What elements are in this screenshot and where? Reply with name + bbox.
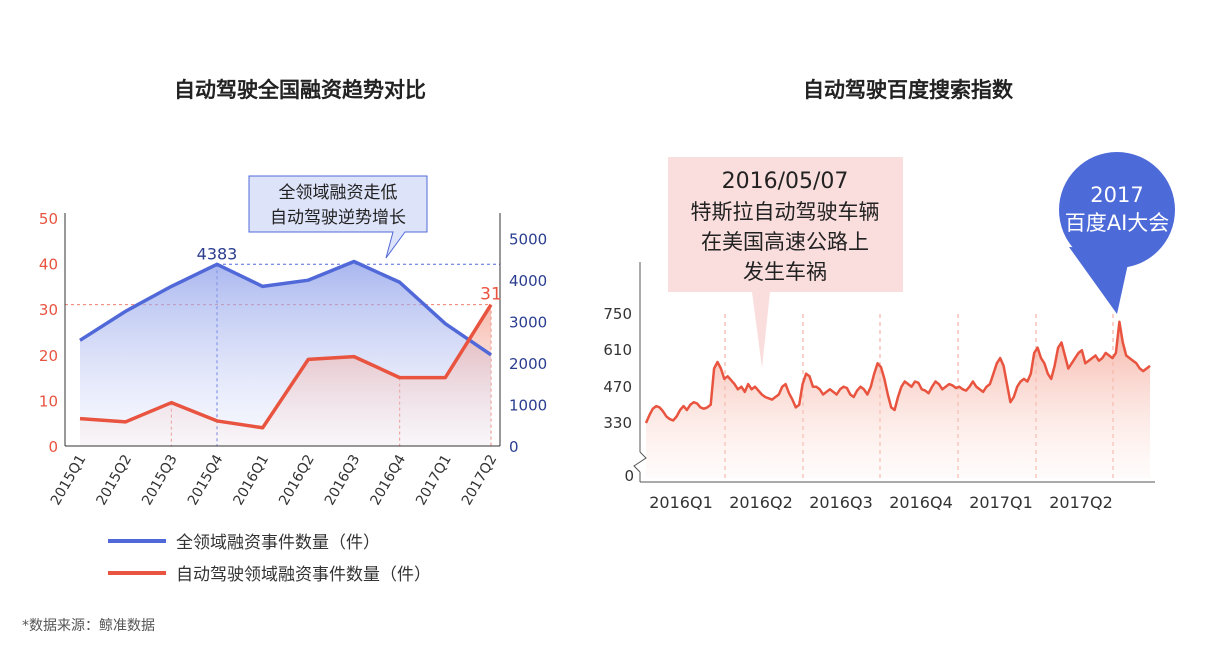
- right-y-tick-label: 4000: [509, 272, 547, 290]
- axis-break-mark: [633, 451, 647, 473]
- right-x-tick-label: 2016Q1: [649, 493, 713, 512]
- right-annotation-line-1: 特斯拉自动驾驶车辆: [691, 200, 880, 224]
- left-chart-lines: [79, 259, 493, 430]
- right-y-tick-label: 750: [603, 305, 632, 323]
- data-source-note: *数据来源：鲸准数据: [22, 618, 155, 634]
- bubble-line-2: 百度AI大会: [1065, 211, 1170, 235]
- right-y-tick-label: 470: [603, 378, 632, 396]
- x-tick-label: 2016Q1: [230, 452, 272, 508]
- left-y-tick-label: 20: [39, 347, 58, 365]
- left-y-tick-label: 40: [39, 256, 58, 274]
- right-x-tick-label: 2016Q4: [889, 493, 953, 512]
- right-chart-area: [644, 320, 1151, 478]
- x-tick-label: 2016Q2: [276, 452, 318, 508]
- x-tick-label: 2015Q1: [48, 452, 90, 508]
- right-x-tick-label: 2016Q3: [809, 493, 873, 512]
- left-chart-areas: [80, 261, 491, 446]
- left-y-tick-label: 10: [39, 392, 58, 410]
- blue-series-line: [79, 259, 492, 357]
- left-annotation-line-1: 全领域融资走低: [279, 183, 398, 203]
- x-tick-label: 2016Q4: [367, 452, 409, 508]
- right-x-tick-label: 2017Q1: [969, 493, 1033, 512]
- left-y-tick-label: 30: [39, 301, 58, 319]
- red-series-line: [79, 303, 493, 430]
- right-annotation-callout: 2016/05/07 特斯拉自动驾驶车辆 在美国高速公路上 发生车祸: [668, 157, 903, 368]
- legend-label-red: 自动驾驶领域融资事件数量（件）: [176, 565, 431, 585]
- right-y-tick-label: 0: [509, 438, 519, 456]
- right-y-tick-label: 0: [624, 467, 634, 485]
- x-tick-label: 2015Q4: [185, 452, 227, 508]
- blue-peak-label: 4383: [197, 244, 238, 263]
- left-y-tick-label: 50: [39, 210, 58, 228]
- x-tick-label: 2017Q1: [413, 452, 455, 508]
- right-y-tick-label: 1000: [509, 397, 547, 415]
- search-index-line: [644, 320, 1151, 424]
- left-chart-title: 自动驾驶全国融资趋势对比: [174, 78, 426, 102]
- x-tick-label: 2015Q3: [139, 452, 181, 508]
- left-annotation-callout: 全领域融资走低 自动驾驶逆势增长: [248, 175, 428, 259]
- legend-label-blue: 全领域融资事件数量（件）: [176, 533, 380, 553]
- right-chart-title: 自动驾驶百度搜索指数: [803, 78, 1014, 102]
- right-y-tick-label: 3000: [509, 314, 547, 332]
- right-chart-axes: 0 330 470 610 750 2016Q1 2016Q2 2016Q3 2016Q4 201…: [603, 262, 1155, 512]
- left-y-tick-label: 0: [48, 438, 58, 456]
- x-tick-label: 2016Q3: [322, 452, 364, 508]
- right-annotation-date: 2016/05/07: [722, 169, 849, 194]
- right-y-tick-label: 330: [603, 414, 632, 432]
- right-x-tick-label: 2017Q2: [1049, 493, 1113, 512]
- right-y-tick-label: 610: [603, 341, 632, 359]
- x-tick-label: 2017Q2: [459, 452, 501, 508]
- x-tick-label: 2015Q2: [93, 452, 135, 508]
- right-annotation-line-2: 在美国高速公路上: [701, 230, 869, 254]
- left-legend: 全领域融资事件数量（件） 自动驾驶领域融资事件数量（件）: [108, 533, 431, 585]
- red-end-label: 31: [480, 285, 502, 305]
- right-y-tick-label: 2000: [509, 355, 547, 373]
- right-y-tick-label: 5000: [509, 231, 547, 249]
- right-bubble-callout: 2017 百度AI大会: [1059, 152, 1175, 314]
- red-series-area: [80, 304, 491, 446]
- left-chart-labels: 4383 31: [197, 244, 502, 304]
- left-annotation-line-2: 自动驾驶逆势增长: [270, 208, 406, 228]
- right-annotation-line-3: 发生车祸: [743, 260, 827, 284]
- right-x-tick-label: 2016Q2: [729, 493, 793, 512]
- bubble-line-1: 2017: [1090, 183, 1143, 207]
